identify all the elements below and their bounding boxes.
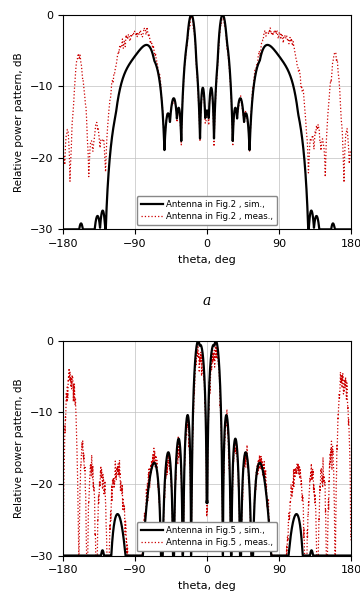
Antenna in Fig.2 , meas., xyxy=(248,128,252,135)
Antenna in Fig.2 , sim., xyxy=(171,95,175,102)
Antenna in Fig.5 , sim., xyxy=(349,552,353,559)
Antenna in Fig.2 , meas., xyxy=(234,108,238,115)
Antenna in Fig.2 , sim., xyxy=(298,119,302,126)
Antenna in Fig.2 , sim., xyxy=(276,51,280,58)
Antenna in Fig.5 , meas., xyxy=(61,524,65,531)
Antenna in Fig.2 , sim., xyxy=(189,11,194,18)
Antenna in Fig.5 , sim., xyxy=(298,520,302,527)
Antenna in Fig.5 , meas., xyxy=(171,552,175,559)
Y-axis label: Relative power pattern, dB: Relative power pattern, dB xyxy=(14,378,24,518)
Antenna in Fig.2 , meas., xyxy=(61,150,65,157)
Line: Antenna in Fig.5 , meas.,: Antenna in Fig.5 , meas., xyxy=(63,341,351,556)
Antenna in Fig.2 , meas., xyxy=(342,179,346,186)
Antenna in Fig.5 , meas., xyxy=(298,473,302,480)
Line: Antenna in Fig.5 , sim.,: Antenna in Fig.5 , sim., xyxy=(63,341,351,556)
Antenna in Fig.2 , sim., xyxy=(61,226,65,233)
Antenna in Fig.5 , sim., xyxy=(196,337,200,345)
Antenna in Fig.2 , meas., xyxy=(298,70,302,77)
Text: a: a xyxy=(203,294,211,308)
Antenna in Fig.2 , meas., xyxy=(190,11,194,18)
Antenna in Fig.5 , sim., xyxy=(276,552,280,559)
Antenna in Fig.5 , sim., xyxy=(113,515,117,522)
Antenna in Fig.5 , meas., xyxy=(113,459,117,466)
Antenna in Fig.2 , sim., xyxy=(234,105,238,112)
Legend: Antenna in Fig.2 , sim.,, Antenna in Fig.2 , meas.,: Antenna in Fig.2 , sim.,, Antenna in Fig… xyxy=(137,196,277,225)
Antenna in Fig.5 , sim., xyxy=(234,436,238,443)
Antenna in Fig.2 , meas., xyxy=(113,65,117,72)
X-axis label: theta, deg: theta, deg xyxy=(178,581,236,591)
Antenna in Fig.2 , meas., xyxy=(349,148,353,155)
Legend: Antenna in Fig.5 , sim.,, Antenna in Fig.5 , meas.,: Antenna in Fig.5 , sim.,, Antenna in Fig… xyxy=(137,522,277,551)
Y-axis label: Relative power pattern, dB: Relative power pattern, dB xyxy=(14,52,24,192)
X-axis label: theta, deg: theta, deg xyxy=(178,255,236,265)
Antenna in Fig.2 , meas., xyxy=(276,34,280,41)
Line: Antenna in Fig.2 , sim.,: Antenna in Fig.2 , sim., xyxy=(63,15,351,229)
Antenna in Fig.5 , meas., xyxy=(349,537,353,544)
Antenna in Fig.5 , meas., xyxy=(77,552,81,559)
Antenna in Fig.5 , meas., xyxy=(248,521,253,528)
Antenna in Fig.2 , sim., xyxy=(113,113,117,120)
Antenna in Fig.5 , meas., xyxy=(213,337,217,345)
Line: Antenna in Fig.2 , meas.,: Antenna in Fig.2 , meas., xyxy=(63,15,351,183)
Antenna in Fig.2 , sim., xyxy=(248,127,252,134)
Antenna in Fig.2 , sim., xyxy=(349,226,353,233)
Antenna in Fig.5 , sim., xyxy=(248,508,252,515)
Antenna in Fig.5 , meas., xyxy=(234,447,238,454)
Antenna in Fig.5 , sim., xyxy=(171,552,175,559)
Antenna in Fig.5 , sim., xyxy=(61,552,65,559)
Antenna in Fig.2 , meas., xyxy=(171,99,175,106)
Antenna in Fig.5 , meas., xyxy=(276,552,280,559)
